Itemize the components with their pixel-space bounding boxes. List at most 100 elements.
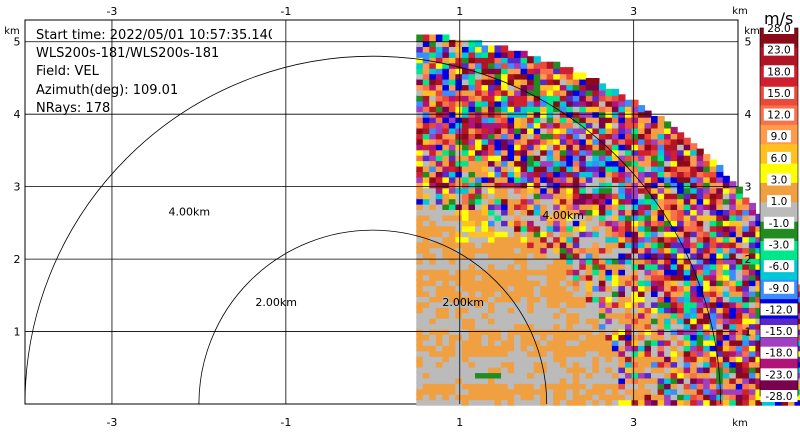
velocity-cell	[585, 344, 593, 352]
velocity-cell	[422, 56, 430, 64]
velocity-cell	[435, 338, 443, 346]
velocity-cell	[703, 279, 711, 287]
velocity-cell	[461, 371, 469, 379]
velocity-cell	[546, 371, 554, 379]
velocity-cell	[611, 126, 619, 134]
velocity-cell	[690, 387, 698, 395]
velocity-cell	[657, 344, 665, 352]
velocity-cell	[683, 382, 691, 390]
velocity-cell	[566, 322, 574, 330]
velocity-cell	[422, 34, 430, 42]
velocity-cell	[696, 202, 704, 210]
velocity-cell	[703, 273, 711, 281]
velocity-cell	[611, 300, 619, 308]
velocity-cell	[572, 262, 580, 270]
velocity-cell	[461, 338, 469, 346]
velocity-cell	[683, 355, 691, 363]
velocity-cell	[475, 360, 483, 368]
velocity-cell	[442, 126, 450, 134]
velocity-cell	[566, 393, 574, 401]
velocity-cell	[455, 230, 463, 238]
velocity-cell	[611, 306, 619, 314]
velocity-cell	[742, 322, 750, 330]
velocity-cell	[618, 284, 626, 292]
velocity-cell	[416, 371, 424, 379]
velocity-cell	[598, 175, 606, 183]
velocity-cell	[448, 333, 456, 341]
velocity-cell	[703, 241, 711, 249]
velocity-cell	[566, 213, 574, 221]
velocity-cell	[572, 192, 580, 200]
velocity-cell	[735, 279, 743, 287]
velocity-cell	[429, 213, 437, 221]
velocity-cell	[677, 257, 685, 265]
velocity-cell	[611, 382, 619, 390]
velocity-cell	[475, 322, 483, 330]
velocity-cell	[611, 154, 619, 162]
velocity-cell	[677, 355, 685, 363]
velocity-cell	[559, 197, 567, 205]
velocity-cell	[488, 230, 496, 238]
velocity-cell	[448, 88, 456, 96]
velocity-cell	[709, 230, 717, 238]
velocity-cell	[618, 322, 626, 330]
velocity-cell	[592, 398, 600, 406]
velocity-cell	[657, 186, 665, 194]
velocity-cell	[435, 137, 443, 145]
velocity-cell	[585, 137, 593, 145]
velocity-cell	[481, 45, 489, 53]
velocity-cell	[422, 360, 430, 368]
velocity-cell	[488, 219, 496, 227]
velocity-cell	[755, 224, 763, 232]
velocity-cell	[625, 213, 633, 221]
velocity-cell	[533, 154, 541, 162]
velocity-cell	[429, 257, 437, 265]
grid-lines	[25, 20, 738, 404]
velocity-cell	[461, 295, 469, 303]
velocity-cell	[448, 159, 456, 167]
velocity-cell	[611, 202, 619, 210]
range-ring-label: 2.00km	[442, 296, 484, 309]
velocity-cell	[664, 159, 672, 167]
velocity-cell	[416, 213, 424, 221]
velocity-cell	[527, 317, 535, 325]
velocity-cell	[683, 268, 691, 276]
velocity-cell	[592, 159, 600, 167]
velocity-cell	[501, 132, 509, 140]
velocity-cell	[559, 371, 567, 379]
velocity-cell	[592, 241, 600, 249]
velocity-cell	[638, 300, 646, 308]
velocity-cell	[722, 360, 730, 368]
velocity-cell	[638, 230, 646, 238]
velocity-cell	[598, 376, 606, 384]
velocity-cell	[481, 132, 489, 140]
velocity-cell	[435, 246, 443, 254]
velocity-cell	[644, 230, 652, 238]
velocity-cell	[461, 50, 469, 58]
velocity-cell	[553, 126, 561, 134]
velocity-cell	[696, 311, 704, 319]
velocity-cell	[435, 273, 443, 281]
velocity-cell	[716, 338, 724, 346]
velocity-cell	[611, 159, 619, 167]
velocity-cell	[422, 371, 430, 379]
velocity-cell	[709, 273, 717, 281]
velocity-cell	[501, 143, 509, 151]
velocity-cell	[566, 306, 574, 314]
velocity-cell	[435, 376, 443, 384]
velocity-cell	[553, 213, 561, 221]
velocity-cell	[442, 175, 450, 183]
velocity-cell	[553, 311, 561, 319]
velocity-cell	[520, 154, 528, 162]
velocity-cell	[442, 56, 450, 64]
velocity-cell	[546, 289, 554, 297]
velocity-cell	[618, 137, 626, 145]
velocity-cell	[644, 317, 652, 325]
velocity-cell	[735, 344, 743, 352]
velocity-cell	[429, 67, 437, 75]
velocity-cell	[605, 344, 613, 352]
velocity-cell	[572, 181, 580, 189]
velocity-cell	[644, 186, 652, 194]
velocity-cell	[507, 366, 515, 374]
velocity-cell	[755, 311, 763, 319]
